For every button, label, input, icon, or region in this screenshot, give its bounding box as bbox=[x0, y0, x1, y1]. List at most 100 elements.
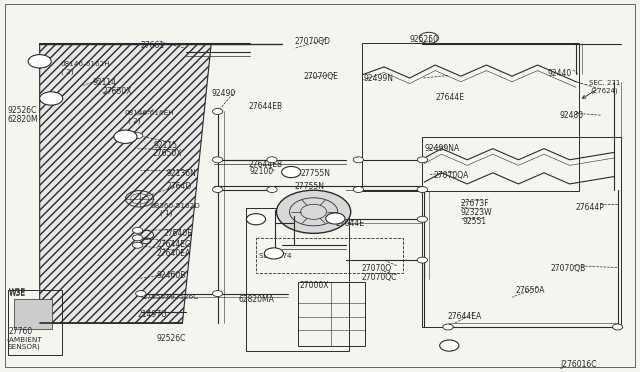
Text: 92440: 92440 bbox=[547, 69, 572, 78]
Text: D: D bbox=[37, 59, 42, 64]
Text: D: D bbox=[333, 216, 338, 221]
Text: ( 2): ( 2) bbox=[128, 117, 141, 124]
Text: 27644EA: 27644EA bbox=[448, 312, 483, 321]
Circle shape bbox=[353, 186, 364, 192]
Text: 27070QE: 27070QE bbox=[304, 73, 339, 81]
Text: (AMBIENT: (AMBIENT bbox=[6, 336, 42, 343]
Circle shape bbox=[264, 248, 284, 259]
Text: 27644P: 27644P bbox=[576, 202, 605, 212]
Bar bbox=[362, 43, 579, 191]
Text: SEC. 274: SEC. 274 bbox=[259, 253, 292, 259]
Text: 27070Q: 27070Q bbox=[362, 264, 392, 273]
Text: 92460B: 92460B bbox=[157, 271, 186, 280]
Text: C: C bbox=[289, 170, 293, 174]
Text: 925250: 925250 bbox=[410, 35, 438, 44]
Text: W3E: W3E bbox=[9, 289, 26, 298]
Text: 92526C: 92526C bbox=[8, 106, 37, 115]
Text: 27070QC: 27070QC bbox=[362, 273, 397, 282]
Text: A: A bbox=[254, 217, 258, 222]
Text: 27644E: 27644E bbox=[435, 93, 464, 102]
Text: 92115: 92115 bbox=[154, 141, 178, 150]
Text: 08360-5162D: 08360-5162D bbox=[150, 202, 200, 209]
Circle shape bbox=[114, 130, 137, 144]
Text: B: B bbox=[124, 134, 127, 139]
Text: 27640E: 27640E bbox=[163, 228, 192, 238]
Text: 27650X92526C: 27650X92526C bbox=[142, 294, 198, 299]
Circle shape bbox=[417, 216, 428, 222]
Text: 62820MA: 62820MA bbox=[238, 295, 274, 304]
Bar bbox=[8, 290, 62, 355]
Circle shape bbox=[417, 186, 428, 192]
Circle shape bbox=[132, 227, 143, 233]
Text: 92499N: 92499N bbox=[364, 74, 394, 83]
Text: 27070QB: 27070QB bbox=[550, 264, 586, 273]
Text: 92526C: 92526C bbox=[157, 334, 186, 343]
Text: 27650X: 27650X bbox=[152, 149, 182, 158]
Text: SEC. 271: SEC. 271 bbox=[589, 80, 620, 86]
Text: 08146-616EH: 08146-616EH bbox=[125, 110, 175, 116]
Circle shape bbox=[212, 157, 223, 163]
Bar bbox=[246, 208, 349, 351]
Text: 2764D: 2764D bbox=[166, 182, 191, 191]
Circle shape bbox=[132, 133, 143, 139]
Circle shape bbox=[282, 167, 301, 177]
Text: A: A bbox=[49, 96, 53, 101]
Text: 92490: 92490 bbox=[211, 89, 236, 98]
Circle shape bbox=[353, 157, 364, 163]
Text: 08146-6162H: 08146-6162H bbox=[61, 61, 111, 67]
Circle shape bbox=[267, 186, 277, 192]
Text: 21497U: 21497U bbox=[138, 310, 167, 319]
Circle shape bbox=[132, 235, 143, 241]
Text: 27644EC: 27644EC bbox=[157, 240, 191, 248]
Text: 27760: 27760 bbox=[9, 327, 33, 336]
Text: 27640EA: 27640EA bbox=[157, 249, 191, 258]
Circle shape bbox=[440, 340, 459, 351]
Circle shape bbox=[28, 55, 51, 68]
Circle shape bbox=[132, 242, 143, 248]
Text: (27624): (27624) bbox=[590, 87, 618, 94]
Bar bbox=[256, 238, 403, 273]
Circle shape bbox=[443, 324, 453, 330]
Bar bbox=[422, 138, 621, 327]
Text: 27661: 27661 bbox=[141, 41, 165, 50]
Bar bbox=[298, 282, 365, 346]
Circle shape bbox=[212, 291, 223, 296]
Text: J276016C: J276016C bbox=[560, 360, 596, 369]
Circle shape bbox=[136, 291, 146, 296]
Circle shape bbox=[417, 157, 428, 163]
Text: ( 1): ( 1) bbox=[160, 210, 173, 217]
Text: ( 2): ( 2) bbox=[61, 69, 74, 75]
Circle shape bbox=[612, 324, 623, 330]
Text: 92499NA: 92499NA bbox=[424, 144, 460, 153]
Text: 62820M: 62820M bbox=[8, 115, 38, 124]
Text: 27644EB: 27644EB bbox=[248, 102, 282, 111]
Circle shape bbox=[212, 186, 223, 192]
Circle shape bbox=[326, 213, 345, 224]
Text: 92136N: 92136N bbox=[166, 169, 196, 178]
Circle shape bbox=[40, 92, 63, 105]
Text: 27644EB: 27644EB bbox=[248, 160, 282, 169]
Text: 92100: 92100 bbox=[250, 167, 274, 176]
Bar bbox=[14, 299, 52, 329]
Text: 27644E: 27644E bbox=[336, 219, 365, 228]
Text: SENSOR): SENSOR) bbox=[8, 344, 40, 350]
Text: 27650X: 27650X bbox=[102, 87, 132, 96]
Circle shape bbox=[276, 190, 351, 233]
Text: 27755N: 27755N bbox=[301, 169, 331, 178]
Circle shape bbox=[267, 157, 277, 163]
Text: 27070QA: 27070QA bbox=[434, 171, 469, 180]
Text: 27070QD: 27070QD bbox=[294, 37, 330, 46]
Text: 92480: 92480 bbox=[560, 112, 584, 121]
Text: 27000X: 27000X bbox=[300, 280, 329, 289]
Text: 27650A: 27650A bbox=[515, 286, 545, 295]
Text: 92323W: 92323W bbox=[461, 208, 492, 217]
Polygon shape bbox=[40, 44, 211, 323]
Circle shape bbox=[417, 257, 428, 263]
Circle shape bbox=[212, 109, 223, 115]
Text: B: B bbox=[272, 251, 276, 256]
Text: 27673F: 27673F bbox=[461, 199, 490, 208]
Text: C: C bbox=[447, 343, 451, 348]
Text: W3E: W3E bbox=[9, 288, 26, 297]
Text: 92551: 92551 bbox=[462, 217, 486, 227]
Circle shape bbox=[246, 214, 266, 225]
